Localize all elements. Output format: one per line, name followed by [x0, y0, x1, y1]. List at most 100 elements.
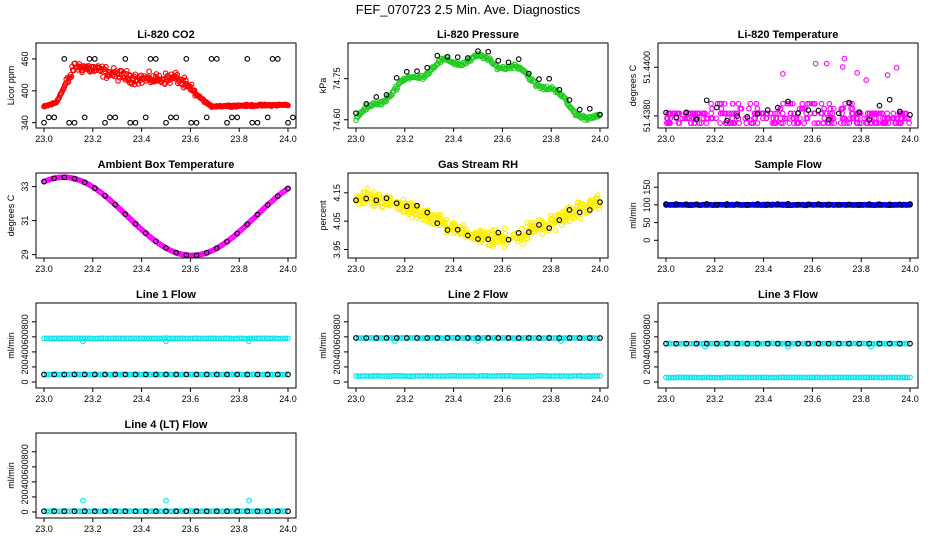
data-point	[53, 335, 60, 342]
x-tick-label: 23.4	[133, 524, 151, 534]
chart-panel: Li-820 CO2 Licor ppm 23.0 23.2 23.4 23.6 23.8 2…	[6, 29, 297, 144]
y-tick-label: 340	[20, 115, 30, 130]
data-point	[709, 105, 715, 112]
data-point	[452, 222, 459, 229]
data-point	[399, 373, 406, 379]
x-tick-label: 23.4	[133, 264, 151, 274]
data-point	[407, 373, 413, 380]
data-point	[159, 371, 165, 378]
data-point	[241, 335, 248, 342]
data-point	[102, 119, 108, 126]
data-point	[576, 209, 583, 216]
chart-panel: Li-820 Pressure kPa 23.0 23.2 23.4 23.6 23.8 24…	[318, 29, 609, 144]
data-point	[838, 105, 845, 112]
x-tick-label: 23.0	[347, 264, 365, 274]
data-point	[162, 81, 168, 87]
data-point	[122, 211, 129, 218]
data-point	[779, 110, 786, 117]
data-point	[791, 340, 798, 347]
data-point	[200, 508, 207, 515]
data-point	[663, 109, 669, 116]
data-point	[403, 335, 410, 341]
data-point	[878, 374, 885, 381]
data-point	[267, 371, 273, 378]
data-point	[811, 120, 818, 126]
data-point	[664, 115, 670, 122]
data-point	[881, 374, 888, 381]
data-point	[51, 371, 58, 378]
data-point	[569, 208, 576, 215]
data-point	[702, 110, 708, 117]
data-series	[41, 371, 291, 378]
data-point	[538, 373, 544, 379]
data-point	[471, 373, 477, 379]
data-point	[152, 238, 159, 245]
data-point	[703, 120, 710, 126]
data-point	[522, 373, 529, 380]
data-point	[51, 175, 58, 182]
data-point	[501, 225, 508, 232]
data-point	[596, 112, 602, 119]
data-point	[463, 373, 470, 379]
data-point	[873, 120, 879, 126]
chart-panel: Line 3 Flow ml/min 23.0 23.2 23.4 23.6 23.8 24.…	[628, 289, 919, 404]
data-point	[246, 338, 252, 345]
data-point	[805, 201, 812, 208]
data-series	[663, 200, 913, 208]
data-point	[780, 100, 786, 107]
data-point	[432, 372, 439, 379]
data-point	[426, 220, 432, 226]
data-point	[110, 371, 117, 378]
data-point	[827, 110, 833, 117]
data-point	[132, 221, 139, 227]
data-point	[750, 374, 757, 381]
data-point	[53, 508, 60, 515]
plot-frame	[347, 302, 609, 389]
data-point	[827, 105, 834, 112]
plot-frame	[657, 172, 919, 259]
chart-panel: Li-820 Temperature degrees C 23.0 23.2 23.4 2…	[628, 29, 919, 144]
data-point	[693, 116, 700, 123]
data-point	[837, 120, 844, 126]
data-point	[365, 373, 372, 379]
data-point	[163, 245, 169, 251]
data-point	[274, 508, 281, 515]
data-point	[95, 335, 101, 342]
data-point	[102, 371, 108, 378]
data-point	[496, 373, 503, 379]
y-tick-label: 31	[20, 216, 30, 226]
data-point	[112, 508, 119, 515]
y-tick-label: 800	[20, 314, 30, 329]
data-point	[801, 120, 808, 126]
data-point	[863, 77, 870, 83]
data-point	[793, 115, 800, 122]
data-point	[835, 201, 842, 208]
data-point	[724, 374, 731, 381]
data-point	[285, 185, 291, 192]
data-point	[244, 371, 251, 378]
y-tick-label: 600	[20, 329, 30, 344]
data-point	[791, 115, 797, 122]
data-point	[91, 508, 98, 515]
data-point	[866, 340, 873, 347]
x-tick-label: 23.4	[445, 134, 463, 144]
data-point	[525, 229, 532, 235]
data-point	[234, 114, 241, 121]
data-point	[444, 227, 451, 233]
data-point	[61, 371, 68, 378]
x-tick-label: 23.2	[396, 394, 414, 404]
data-point	[746, 105, 752, 112]
data-series	[353, 195, 603, 243]
data-point	[735, 374, 741, 381]
data-point	[203, 114, 210, 121]
data-series	[41, 497, 291, 515]
data-point	[693, 201, 700, 208]
data-point	[183, 371, 190, 378]
data-point	[285, 119, 291, 126]
data-point	[153, 71, 160, 77]
data-point	[151, 335, 158, 342]
x-tick-label: 23.4	[133, 134, 151, 144]
data-point	[81, 508, 88, 515]
y-tick-label: 800	[642, 314, 652, 329]
data-point	[822, 340, 829, 347]
